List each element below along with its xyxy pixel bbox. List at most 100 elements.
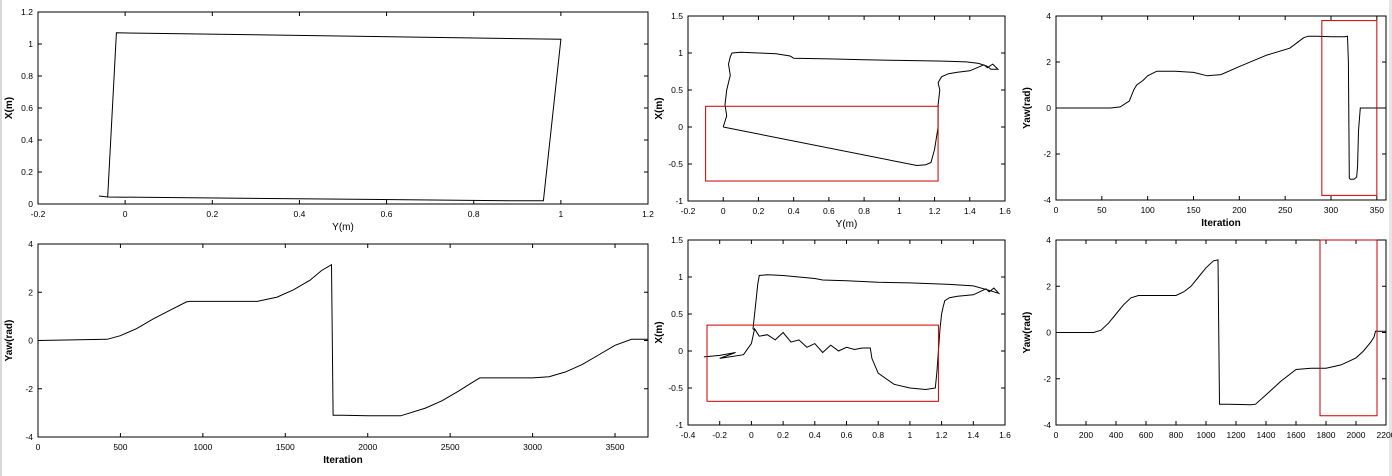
x-tick-label: 0.6	[381, 209, 393, 219]
y-tick-label: -0.5	[668, 159, 683, 169]
x-tick-label: 600	[1139, 430, 1153, 440]
x-tick-label: 1.6	[999, 206, 1011, 216]
x-tick-label: -0.4	[681, 430, 696, 440]
highlight-box	[1319, 239, 1378, 417]
panel-top-right-yaw: 0 50 100 150 200 250 300 350 -4 -2 0 2 4 Iteration Yaw…	[1022, 11, 1387, 229]
panel-bottom-left-yaw: 0 500 1000 1500 2000 2500 3000 3500 -4 -2 0 2 4 Itera…	[4, 239, 649, 466]
x-tick-label: 0	[1054, 205, 1059, 215]
y-axis-label: X(m)	[4, 97, 15, 119]
x-tick-label: 1400	[1257, 430, 1276, 440]
x-tick-label: 1.2	[936, 430, 948, 440]
y-tick-label: 1.5	[671, 11, 683, 21]
x-axis-label: Iteration	[1201, 218, 1240, 229]
y-tick-label: -4	[1043, 420, 1051, 430]
x-tick-label: 0.4	[294, 209, 306, 219]
y-tick-label: 0	[28, 336, 33, 346]
y-tick-label: 0.5	[671, 309, 683, 319]
x-tick-label: 0.4	[809, 430, 821, 440]
x-tick-label: 1.4	[967, 430, 979, 440]
x-tick-label: 1.4	[964, 206, 976, 216]
y-tick-label: 1	[678, 272, 683, 282]
x-tick-label: 0	[36, 442, 41, 452]
y-tick-label: 1.5	[671, 235, 683, 245]
x-tick-label: 100	[1141, 205, 1155, 215]
x-tick-label: 500	[113, 442, 127, 452]
y-tick-label: 2	[28, 287, 33, 297]
panel-bottom-middle-trajectory: -0.4 -0.2 0 0.2 0.4 0.6 0.8 1 1.2 1.4 1.6 -1 -0.5 0 0.…	[654, 235, 1011, 440]
x-tick-label: 3000	[523, 442, 542, 452]
x-tick-label: 2000	[1347, 430, 1366, 440]
axes-frame	[37, 11, 649, 205]
y-tick-label: 4	[1046, 235, 1051, 245]
x-tick-label: 0	[721, 206, 726, 216]
x-tick-label: 0.8	[468, 209, 480, 219]
x-tick-label: 1	[558, 209, 563, 219]
y-tick-label: 0	[1046, 103, 1051, 113]
x-tick-label: 0.2	[753, 206, 765, 216]
x-tick-label: 0.6	[823, 206, 835, 216]
y-tick-label: -1	[675, 196, 683, 206]
x-tick-label: 1	[908, 430, 913, 440]
x-tick-label: 1500	[276, 442, 295, 452]
y-tick-label: 4	[28, 239, 33, 249]
series-line	[722, 51, 1000, 167]
x-tick-label: 1	[897, 206, 902, 216]
x-tick-label: 350	[1370, 205, 1384, 215]
highlight-box	[705, 105, 939, 182]
panel-top-left-trajectory: -0.2 0 0.2 0.4 0.6 0.8 1 1.200.20.40.60.811.2Y(…	[4, 7, 654, 233]
axes-frame	[687, 15, 1006, 202]
axes-frame	[1055, 239, 1387, 426]
x-axis-label: Iteration	[323, 455, 362, 466]
y-tick-label: -0.5	[668, 383, 683, 393]
x-tick-label: 300	[1324, 205, 1338, 215]
panel-top-middle-trajectory: -0.2 0 0.2 0.4 0.6 0.8 1 1.2 1.4 1.6 -1 -0.5 0 0.5 1 1.…	[654, 11, 1011, 230]
y-tick-label: 4	[1046, 11, 1051, 21]
y-tick-label: -2	[25, 384, 33, 394]
x-tick-label: 1.2	[929, 206, 941, 216]
series-line	[1056, 35, 1383, 180]
scrollbar-track[interactable]	[1389, 0, 1392, 476]
x-tick-label: 0	[1054, 430, 1059, 440]
x-tick-label: -0.2	[681, 206, 696, 216]
y-tick-label: 2	[1046, 57, 1051, 67]
y-tick-label: 1	[28, 39, 33, 49]
x-tick-label: 0	[123, 209, 128, 219]
y-tick-label: -4	[1043, 195, 1051, 205]
y-tick-label: 0.8	[21, 71, 33, 81]
y-tick-label: 0	[678, 346, 683, 356]
x-tick-label: 150	[1186, 205, 1200, 215]
y-tick-label: 0.5	[671, 85, 683, 95]
series-line	[98, 32, 562, 202]
x-tick-label: 1.6	[999, 430, 1011, 440]
x-tick-label: 1800	[1317, 430, 1336, 440]
y-tick-label: -2	[1043, 374, 1051, 384]
y-axis-label: Yaw(rad)	[4, 320, 15, 362]
y-tick-label: -4	[25, 432, 33, 442]
x-tick-label: 1.2	[642, 209, 654, 219]
x-tick-label: 3500	[606, 442, 625, 452]
series-line	[38, 263, 648, 417]
x-tick-label: -0.2	[31, 209, 46, 219]
y-tick-label: 1.2	[21, 7, 33, 17]
left-border	[0, 0, 2, 476]
x-axis-label: Y(m)	[332, 222, 354, 233]
y-tick-label: 0	[678, 122, 683, 132]
x-tick-label: 200	[1079, 430, 1093, 440]
y-tick-label: -1	[675, 420, 683, 430]
x-tick-label: 200	[1232, 205, 1246, 215]
x-tick-label: 1600	[1287, 430, 1306, 440]
y-tick-label: 2	[1046, 281, 1051, 291]
x-tick-label: 2200	[1377, 430, 1392, 440]
x-tick-label: 1000	[1197, 430, 1216, 440]
series-line	[1056, 259, 1386, 406]
y-tick-label: 0.2	[21, 167, 33, 177]
x-axis-label: Y(m)	[836, 219, 858, 230]
series-line	[703, 274, 1001, 391]
x-tick-label: 1200	[1227, 430, 1246, 440]
x-tick-label: 0.2	[206, 209, 218, 219]
y-axis-label: Yaw(rad)	[1022, 312, 1033, 354]
x-tick-label: 0.8	[858, 206, 870, 216]
x-tick-label: 0	[749, 430, 754, 440]
y-axis-label: Yaw(rad)	[1022, 87, 1033, 129]
x-tick-label: 0.2	[777, 430, 789, 440]
